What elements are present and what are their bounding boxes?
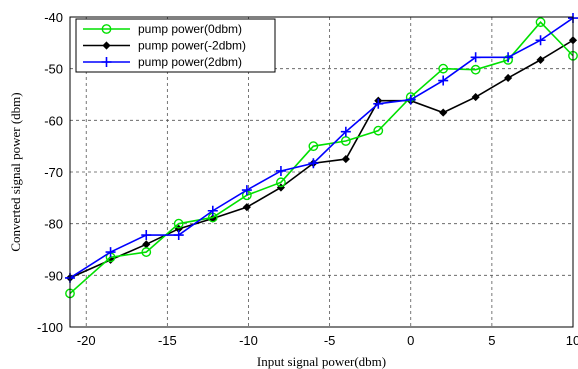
legend-entry: pump power(2dbm) [83, 55, 242, 69]
x-tick-label: 10 [566, 333, 578, 348]
data-point [503, 52, 514, 63]
data-point [340, 126, 351, 137]
data-point [308, 141, 319, 152]
legend-label: pump power(0dbm) [138, 22, 242, 36]
data-point [340, 136, 351, 146]
data-point [141, 247, 152, 257]
data-point [504, 73, 513, 83]
x-tick-label: 0 [407, 333, 414, 348]
x-axis-title: Input signal power(dbm) [257, 354, 386, 369]
y-tick-label: -80 [44, 217, 63, 232]
legend-label: pump power(2dbm) [138, 55, 242, 69]
data-point [536, 55, 545, 64]
data-point [308, 158, 319, 169]
data-point [471, 93, 480, 102]
data-point [535, 17, 546, 28]
data-point [275, 165, 286, 176]
y-tick-label: -100 [37, 320, 63, 335]
data-point [405, 94, 416, 105]
data-point [173, 230, 184, 241]
data-point [173, 218, 184, 229]
legend-marker [101, 24, 112, 34]
data-point [241, 185, 252, 196]
data-point [438, 75, 449, 86]
data-point [341, 155, 350, 164]
x-tick-label: -5 [324, 333, 336, 348]
plot-frame [69, 16, 574, 328]
x-tick-label: -10 [239, 333, 258, 348]
series-diamond [65, 36, 578, 282]
data-point [142, 240, 151, 249]
legend-label: pump power(-2dbm) [138, 39, 246, 53]
y-tick-label: -70 [44, 165, 63, 180]
legend-entry: pump power(0dbm) [83, 22, 242, 36]
data-point [141, 230, 152, 241]
tick-labels: -20 -15 -10 -5 0 5 10-40-50-60-70-80-90-100 [37, 10, 578, 348]
legend-marker [102, 41, 111, 50]
data-point [105, 247, 116, 258]
data-point [535, 35, 546, 46]
y-axis-title: Converted signal power (dbm) [8, 92, 23, 251]
data-point [373, 98, 384, 109]
data-point [207, 205, 218, 216]
data-point [276, 177, 286, 188]
x-tick-label: 5 [488, 333, 495, 348]
series-line [69, 39, 574, 279]
data-point [373, 125, 384, 136]
x-tick-label: -20 [77, 333, 96, 348]
data-point [470, 64, 481, 75]
legend-marker [101, 57, 112, 67]
legend-entry: pump power(-2dbm) [83, 39, 246, 53]
data-point [470, 52, 481, 63]
series-layer [65, 13, 578, 299]
data-point [439, 108, 448, 117]
y-tick-label: -90 [44, 268, 63, 283]
data-point [242, 203, 251, 212]
series-line [69, 17, 574, 279]
y-tick-label: -50 [44, 62, 63, 77]
y-tick-label: -40 [44, 10, 63, 25]
y-tick-label: -60 [44, 113, 63, 128]
data-point [438, 63, 449, 74]
series-line [69, 20, 574, 295]
legend: pump power(0dbm) pump power(-2dbm) pump po… [75, 18, 276, 73]
x-tick-label: -15 [158, 333, 177, 348]
